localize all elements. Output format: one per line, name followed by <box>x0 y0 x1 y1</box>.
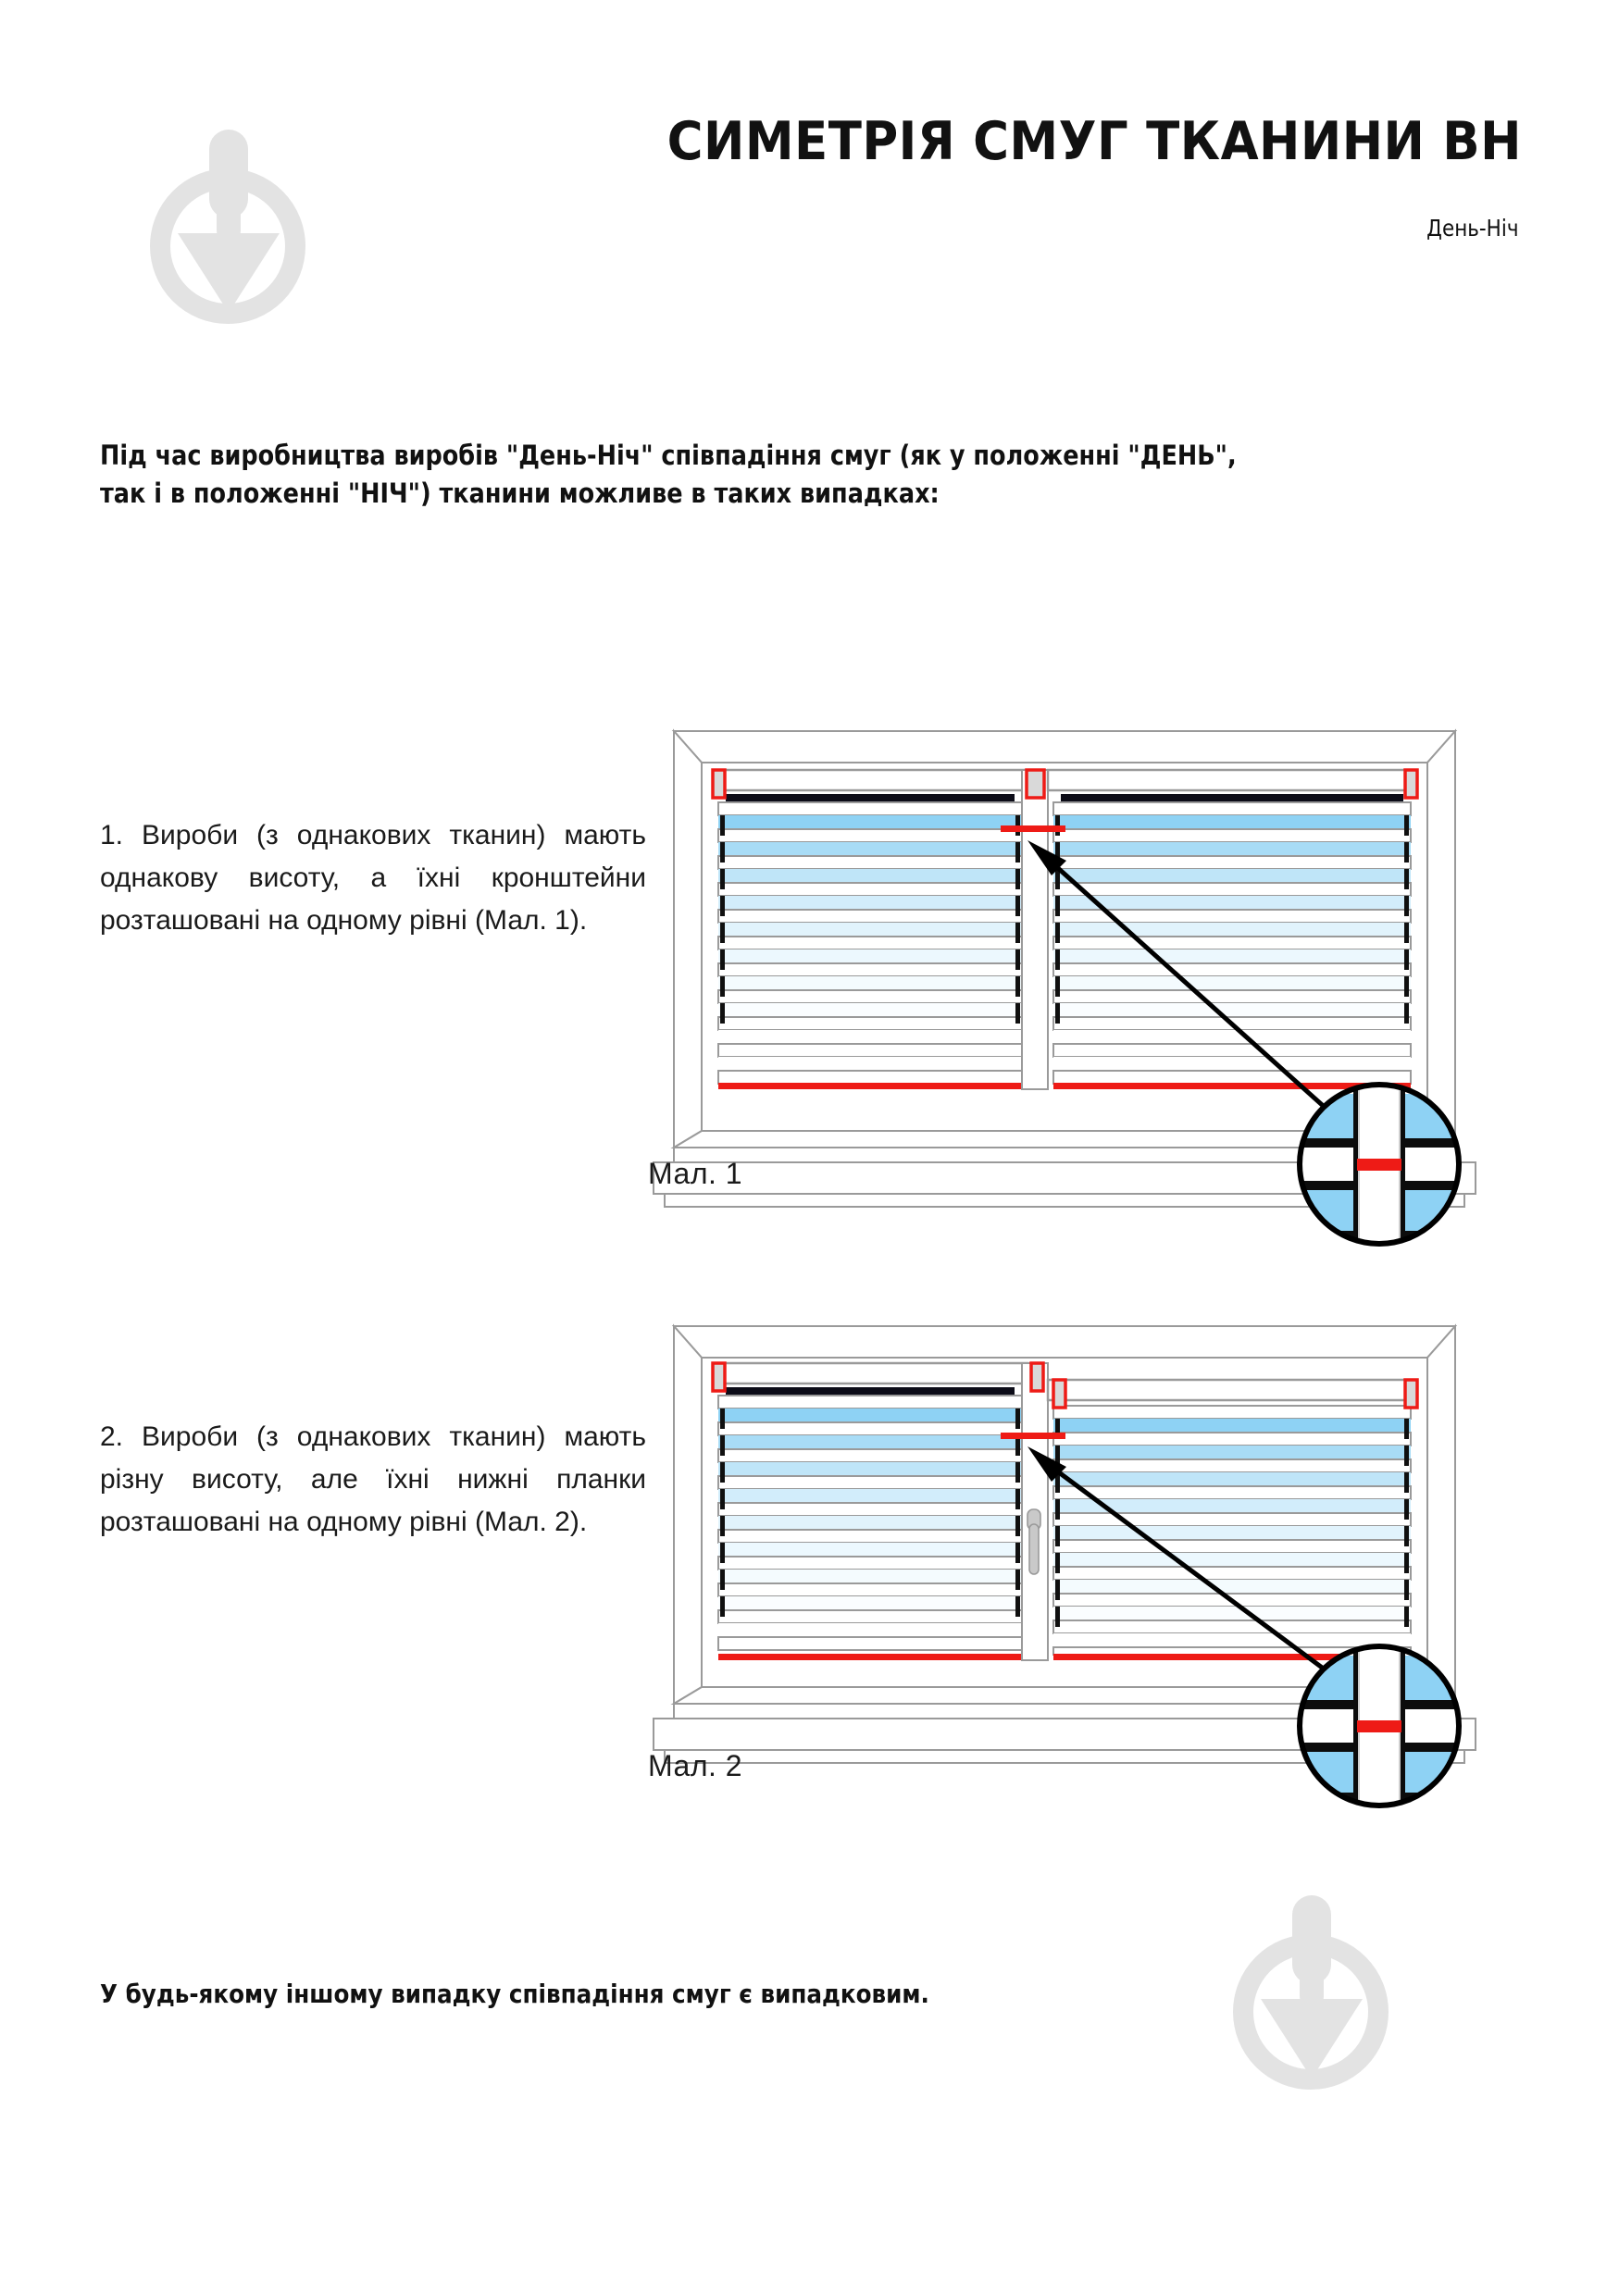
fig2-left-blind <box>711 1361 1029 1660</box>
intro-line-1: Під час виробництва виробів "День-Ніч" с… <box>100 440 1237 471</box>
fig2-alignment-marker <box>1001 1433 1065 1439</box>
fig1-left-bottom-rail <box>718 1083 1022 1089</box>
page-title: СИМЕТРІЯ СМУГ ТКАНИНИ ВН <box>666 111 1522 172</box>
fig2-window-handle <box>1027 1508 1041 1575</box>
fig1-right-blind <box>1046 768 1418 1089</box>
fig1-alignment-marker <box>1001 825 1065 832</box>
figure-1 <box>648 713 1481 1277</box>
page-subtitle: День-Ніч <box>1426 215 1519 242</box>
figure-1-caption: Мал. 1 <box>648 1157 743 1190</box>
fig2-leader-arrow <box>1027 1446 1330 1675</box>
footer-note: У будь-якому іншому випадку співпадіння … <box>100 1979 929 2009</box>
fig2-magnifier <box>1297 1644 1462 1808</box>
intro-paragraph: Під час виробництва виробів "День-Ніч" с… <box>100 437 1371 513</box>
logo-watermark-top <box>141 130 335 324</box>
figure-2-caption: Мал. 2 <box>648 1749 743 1782</box>
fig2-brackets <box>711 1361 1419 1409</box>
figure-2 <box>648 1309 1481 1846</box>
fig1-leader-arrow <box>1027 840 1330 1112</box>
fig2-right-blind <box>1046 1378 1418 1660</box>
intro-line-2: так і в положенні "НІЧ") тканини можливе… <box>100 478 940 509</box>
fig1-right-bottom-rail <box>1053 1083 1411 1089</box>
fig2-right-bottom-rail <box>1053 1654 1411 1660</box>
fig2-left-bottom-rail <box>718 1654 1022 1660</box>
logo-watermark-bottom <box>1224 1895 1418 2090</box>
item-2-text: 2. Вироби (з однакових тканин) мають різ… <box>100 1421 646 1537</box>
fig1-magnifier <box>1297 1082 1462 1247</box>
fig1-left-blind <box>711 768 1029 1089</box>
fig1-brackets <box>711 768 1419 800</box>
item-1-text: 1. Вироби (з однакових тканин) мають одн… <box>100 820 646 936</box>
